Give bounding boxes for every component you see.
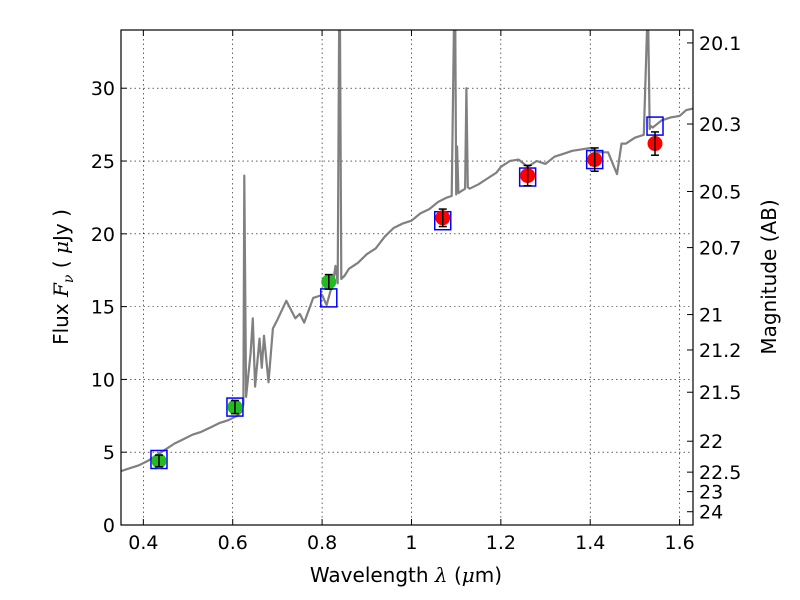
x-tick-label: 0.4	[128, 532, 158, 554]
x-tick-label: 1	[405, 532, 417, 554]
x-tick-label: 0.8	[307, 532, 337, 554]
x-tick-label: 1.4	[575, 532, 605, 554]
y-tick-label: 5	[103, 442, 115, 464]
plot-frame	[120, 29, 694, 526]
magnitude-axis-label: Magnitude (AB)	[757, 199, 781, 354]
model-photometry-square	[150, 449, 168, 470]
y-tick-label: 15	[91, 297, 115, 319]
y-tick-label: 20	[91, 224, 115, 246]
x-tick-label: 1.6	[664, 532, 694, 554]
mag-tick-label: 21.2	[699, 340, 741, 362]
y-tick-label: 10	[91, 369, 115, 391]
mag-tick-label: 21.5	[699, 382, 741, 404]
x-tick-label: 0.6	[218, 532, 248, 554]
ticks: 0.4 0.6 0.8 1 1.2 1.4 1.6 0 5 10 15 20 25 30 20.1 20.3 2…	[91, 30, 741, 554]
mag-tick-label: 22.5	[699, 462, 741, 484]
y-tick-label: 30	[91, 78, 115, 100]
mag-tick-label: 20.7	[699, 238, 741, 260]
mag-tick-label: 24	[699, 502, 723, 524]
data-layer	[121, 30, 693, 473]
x-axis-label: Wavelength λ (μm)	[310, 563, 502, 587]
mag-tick-label: 20.1	[699, 33, 741, 55]
mag-tick-label: 23	[699, 482, 723, 504]
model-photometry-square	[226, 397, 244, 417]
x-tick-label: 1.2	[486, 532, 516, 554]
grid	[121, 30, 693, 526]
spectrum-line	[121, 30, 693, 473]
mag-tick-label: 20.5	[699, 181, 741, 203]
plot-background	[121, 30, 693, 525]
y-tick-label: 0	[103, 515, 115, 537]
mag-tick-label: 22	[699, 431, 723, 453]
mag-tick-label: 20.3	[699, 114, 741, 136]
y-tick-label: 25	[91, 151, 115, 173]
mag-tick-label: 21	[699, 305, 723, 327]
y-axis-label: Flux Fν ( μJy )	[49, 209, 77, 345]
